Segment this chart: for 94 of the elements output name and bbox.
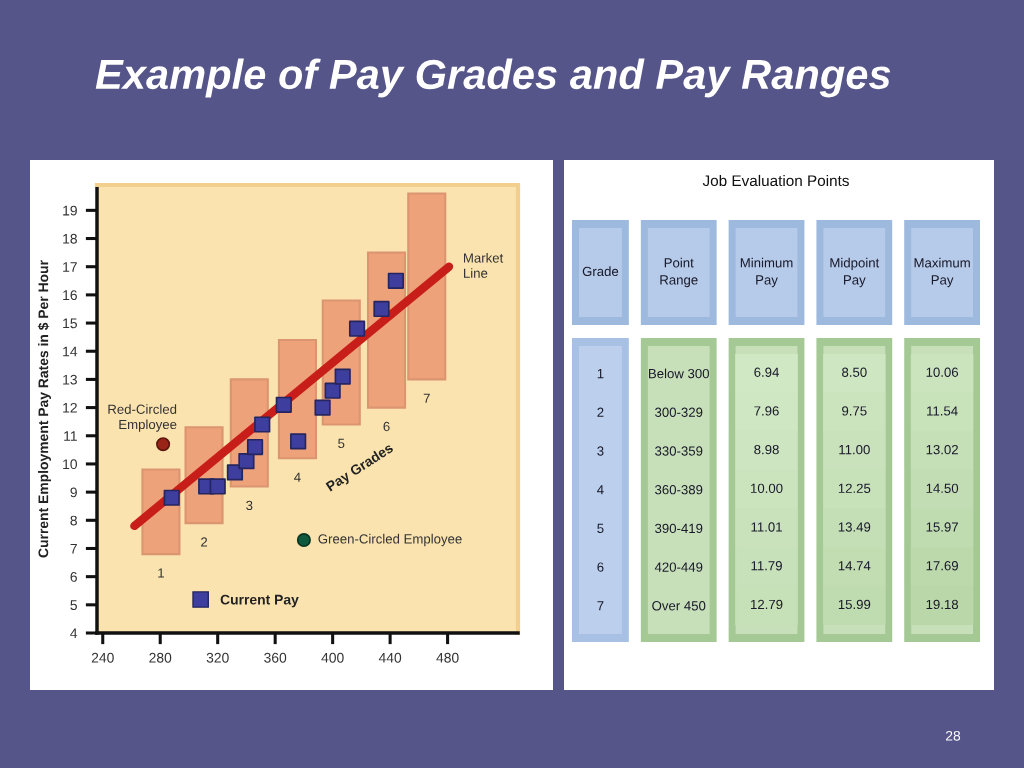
y2-tick-label: 5	[597, 523, 604, 534]
y-tick-label: 6	[70, 571, 77, 582]
point	[163, 489, 180, 506]
data-label: 11.79	[751, 561, 782, 571]
data-label: 7.96	[754, 406, 779, 416]
y-tick-label: 10	[63, 459, 78, 470]
y-tick-label: 7	[70, 543, 77, 554]
annotation: 7	[423, 393, 430, 403]
annotation: Market Line	[464, 252, 504, 278]
point	[209, 478, 226, 495]
y-tick-label: 420-449	[654, 562, 703, 572]
y-tick-label: 16	[63, 290, 77, 301]
y-tick-label: 390-419	[655, 523, 703, 534]
x-tick-label: Maximum Pay	[914, 257, 970, 288]
annotation: 2	[201, 537, 208, 547]
annotation: Red-Circled Employee	[108, 404, 177, 432]
y-tick-label: 15	[63, 318, 77, 329]
data-label: 8.50	[842, 367, 867, 377]
point	[324, 382, 341, 399]
data-label: 17.69	[926, 561, 958, 571]
y-tick-label: 12	[63, 402, 77, 413]
y-tick-label: 360-389	[655, 485, 703, 495]
point	[314, 399, 331, 416]
data-label: 19.18	[926, 599, 959, 610]
data-label: 10.06	[926, 367, 959, 377]
data-label: 9.75	[842, 406, 867, 416]
data-label: 12.25	[838, 483, 871, 493]
annotation: 5	[338, 438, 345, 449]
data-label: 8.98	[754, 444, 779, 455]
data-label: 11.54	[927, 406, 958, 416]
x-tick-label: 360	[264, 652, 287, 663]
point	[334, 368, 351, 385]
chart-title: Example of Pay Grades and Pay Ranges	[95, 58, 891, 98]
data-label: 15.97	[926, 522, 958, 532]
y-tick-label: Over 450	[652, 601, 706, 611]
point	[275, 396, 292, 413]
data-label: 11.01	[751, 522, 782, 532]
data-label: 14.74	[838, 561, 871, 571]
data-label: 10.00	[751, 483, 783, 493]
y-tick-label: 4	[70, 628, 78, 639]
data-label: 12.79	[751, 599, 783, 610]
point	[238, 453, 255, 470]
y-axis-title: Current Employment Pay Rates in $ Per Hour	[37, 260, 51, 558]
y2-axis-title: Grade	[582, 266, 619, 277]
x-tick-label: 400	[321, 652, 344, 663]
annotation: 6	[383, 421, 390, 432]
data-label: 11.00	[839, 444, 870, 455]
y-tick-label: 330-359	[655, 446, 703, 456]
annotation: 1	[158, 568, 164, 578]
y-tick-label: 13	[63, 374, 77, 385]
x-tick-label: 440	[378, 652, 402, 663]
point	[296, 532, 311, 548]
x-tick-label: 240	[91, 652, 114, 663]
y2-tick-label: 7	[597, 601, 604, 611]
data-label: 13.49	[838, 522, 871, 532]
y2-tick-label: 2	[597, 407, 604, 417]
x-tick-label: 320	[206, 652, 229, 663]
x-tick-label: 480	[436, 652, 459, 663]
point	[156, 437, 171, 452]
x-tick-label: 280	[149, 652, 172, 663]
y2-tick-label: 3	[597, 446, 604, 456]
y-tick-label: 5	[70, 600, 77, 610]
data-label: 15.99	[838, 599, 871, 610]
annotation: Green-Circled Employee	[318, 533, 462, 547]
y-axis-title: Point Range	[660, 257, 698, 288]
data-label: 6.94	[754, 367, 779, 377]
y-tick-label: 8	[70, 515, 77, 526]
y2-tick-label: 1	[597, 369, 604, 379]
y2-tick-label: 6	[597, 562, 604, 572]
point	[290, 433, 307, 450]
annotation: 4	[294, 472, 301, 482]
x-tick-label: Midpoint Pay	[830, 257, 880, 288]
y-tick-label: 19	[63, 205, 77, 216]
text: 28	[945, 730, 961, 741]
annotation: 3	[246, 500, 253, 511]
data-label: 14.50	[926, 483, 959, 493]
point	[226, 464, 244, 481]
y2-tick-label: 4	[597, 485, 604, 495]
chart-title: Job Evaluation Points	[702, 174, 849, 187]
point	[246, 438, 264, 456]
point	[387, 272, 404, 289]
y-tick-label: Below 300	[649, 368, 710, 379]
legend-label: Current Pay	[220, 594, 299, 608]
y-tick-label: 14	[63, 346, 78, 357]
y-tick-label: 18	[63, 233, 77, 244]
y-tick-label: 11	[64, 431, 77, 441]
point	[348, 320, 366, 337]
y-tick-label: 9	[70, 487, 77, 498]
data-label: 13.02	[926, 444, 958, 455]
y-tick-label: 300-329	[655, 407, 703, 417]
point	[254, 416, 271, 433]
x-tick-label: Minimum Pay	[740, 257, 793, 288]
y-tick-label: 17	[63, 262, 77, 272]
point	[373, 300, 390, 318]
